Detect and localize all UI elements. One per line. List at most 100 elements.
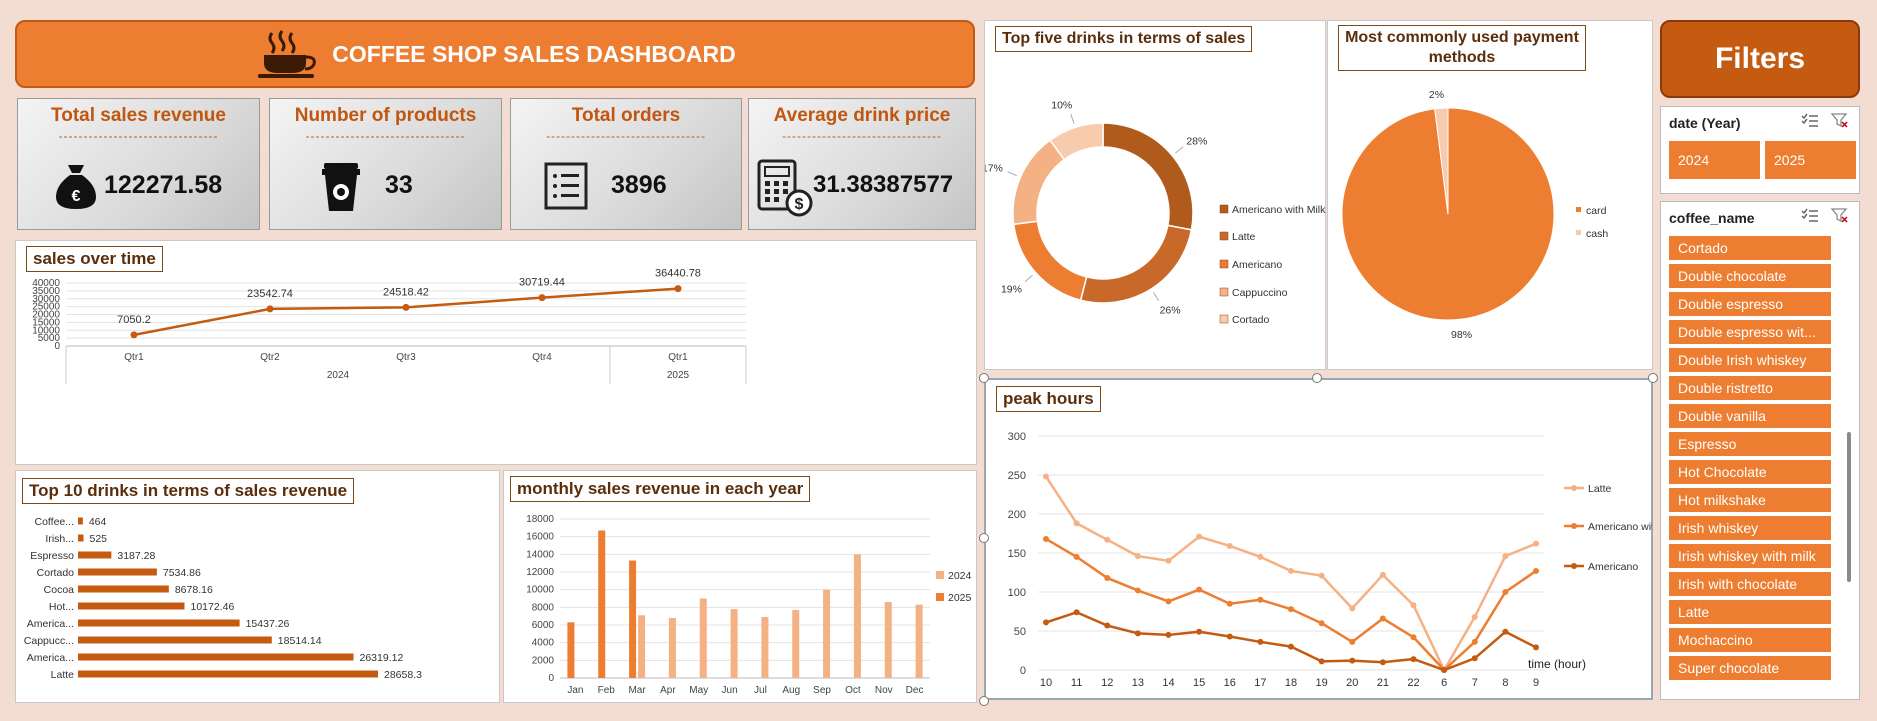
data-label: 30719.44 bbox=[519, 277, 565, 289]
data-point bbox=[402, 303, 410, 311]
legend-swatch bbox=[1219, 314, 1229, 324]
chart-title: peak hours bbox=[996, 386, 1101, 412]
monthly-revenue-chart: 0 2000 4000 6000 8000 10000 12000 14000 16000 180… bbox=[526, 514, 972, 696]
x-tick-label: 10 bbox=[1040, 677, 1052, 689]
kpi-value: 31.38387577 bbox=[813, 171, 954, 198]
resize-handle-top-right[interactable] bbox=[1648, 373, 1658, 383]
data-point bbox=[1043, 535, 1049, 542]
slicer-item[interactable]: Espresso bbox=[1669, 432, 1831, 456]
data-point bbox=[1502, 628, 1509, 635]
slicer-item[interactable]: Latte bbox=[1669, 600, 1831, 624]
kpi-value: 3896 bbox=[611, 171, 667, 199]
clear-filter-icon[interactable] bbox=[1831, 113, 1849, 129]
donut-slice bbox=[1079, 224, 1193, 304]
bar bbox=[668, 617, 676, 678]
slicer-item-2024[interactable]: 2024 bbox=[1669, 141, 1760, 179]
data-point bbox=[1441, 667, 1448, 673]
resize-handle-top[interactable] bbox=[1312, 373, 1322, 383]
data-point bbox=[1165, 557, 1172, 564]
slicer-item[interactable]: Double ristretto bbox=[1669, 376, 1831, 400]
data-label: 26% bbox=[1160, 304, 1181, 316]
chart-title: Top 10 drinks in terms of sales revenue bbox=[22, 478, 355, 504]
slicer-item[interactable]: Irish with chocolate bbox=[1669, 572, 1831, 596]
data-point bbox=[1134, 630, 1141, 637]
slicer-item[interactable]: Double espresso wit... bbox=[1669, 320, 1831, 344]
legend-label: cash bbox=[1586, 228, 1608, 240]
bar bbox=[78, 534, 84, 542]
slicer-item[interactable]: Cortado bbox=[1669, 236, 1831, 260]
chart-title: Most commonly used payment methods bbox=[1338, 25, 1586, 71]
kpi-average-drink-price: Average drink price --------------------… bbox=[748, 98, 976, 230]
multi-select-icon[interactable] bbox=[1801, 208, 1819, 224]
data-point bbox=[1533, 567, 1539, 574]
slicer-item[interactable]: Hot milkshake bbox=[1669, 488, 1831, 512]
data-label: 3187.28 bbox=[117, 550, 155, 562]
kpi-number-of-products: Number of products ---------------------… bbox=[269, 98, 502, 230]
takeaway-cup-icon bbox=[322, 163, 360, 211]
data-label: 2% bbox=[1429, 89, 1444, 101]
data-point bbox=[1379, 571, 1386, 578]
y-tick-label: 16000 bbox=[526, 532, 554, 543]
multi-select-icon[interactable] bbox=[1801, 113, 1819, 129]
y-tick-label: 300 bbox=[1008, 431, 1026, 443]
data-point bbox=[1226, 600, 1233, 607]
data-label: 10172.46 bbox=[190, 601, 234, 613]
y-tick-label: Irish... bbox=[45, 533, 74, 545]
slicer-item[interactable]: Double vanilla bbox=[1669, 404, 1831, 428]
legend-label: 2025 bbox=[948, 592, 972, 604]
y-tick-label: 40000 bbox=[32, 278, 60, 289]
data-point bbox=[1288, 567, 1294, 574]
bar bbox=[78, 619, 240, 627]
data-point bbox=[1165, 598, 1172, 605]
y-tick-label: America... bbox=[27, 652, 74, 664]
data-label: 36440.78 bbox=[655, 268, 701, 280]
y-tick-label: 18000 bbox=[526, 514, 554, 525]
data-point bbox=[1349, 605, 1356, 612]
data-point bbox=[266, 305, 274, 313]
slicer-scrollbar[interactable] bbox=[1847, 432, 1851, 582]
data-point bbox=[1165, 631, 1172, 638]
data-point bbox=[1318, 658, 1325, 665]
x-tick-label: 18 bbox=[1285, 677, 1297, 689]
slicer-item[interactable]: Super chocolate bbox=[1669, 656, 1831, 680]
slicer-item[interactable]: Double chocolate bbox=[1669, 264, 1831, 288]
resize-handle-top-left[interactable] bbox=[979, 373, 989, 383]
slicer-item[interactable]: Double Irish whiskey bbox=[1669, 348, 1831, 372]
legend-label: 2024 bbox=[948, 570, 972, 582]
resize-handle-bottom-left[interactable] bbox=[979, 696, 989, 706]
slicer-item[interactable]: Hot Chocolate bbox=[1669, 460, 1831, 484]
slicer-item[interactable]: Double espresso bbox=[1669, 292, 1831, 316]
resize-handle-left[interactable] bbox=[979, 533, 989, 543]
data-point bbox=[1134, 553, 1141, 560]
dashboard-title: COFFEE SHOP SALES DASHBOARD bbox=[332, 40, 736, 67]
x-tick-label: Mar bbox=[628, 685, 646, 696]
data-point bbox=[1318, 620, 1325, 627]
data-point bbox=[130, 331, 138, 339]
data-label: 8678.16 bbox=[175, 584, 213, 596]
data-label: 525 bbox=[89, 533, 107, 545]
legend-label: card bbox=[1586, 205, 1607, 217]
data-point bbox=[1471, 638, 1478, 645]
data-point bbox=[1257, 596, 1264, 603]
x-tick-label: Qtr1 bbox=[668, 352, 688, 363]
slicer-item[interactable]: Irish whiskey bbox=[1669, 516, 1831, 540]
x-tick-label: 14 bbox=[1162, 677, 1174, 689]
dashboard-header: COFFEE SHOP SALES DASHBOARD bbox=[15, 20, 975, 88]
x-tick-label: Qtr2 bbox=[260, 352, 280, 363]
peak-hours-panel[interactable]: peak hours 0 50 100 150 200 250 300 10 11 12 13 14 1… bbox=[984, 378, 1653, 700]
y-tick-label: Espresso bbox=[30, 550, 74, 562]
kpi-divider: -------------------------------- bbox=[58, 129, 219, 143]
data-point bbox=[1349, 657, 1356, 664]
clear-filter-icon[interactable] bbox=[1831, 208, 1849, 224]
data-point bbox=[1379, 615, 1386, 622]
data-label: 7534.86 bbox=[163, 567, 201, 579]
data-point bbox=[1257, 553, 1264, 560]
data-point bbox=[1196, 586, 1203, 593]
x-tick-label: Qtr3 bbox=[396, 352, 416, 363]
kpi-divider: -------------------------------- bbox=[782, 129, 942, 143]
slicer-item[interactable]: Irish whiskey with milk bbox=[1669, 544, 1831, 568]
x-tick-label: Jul bbox=[754, 685, 767, 696]
slicer-item-2025[interactable]: 2025 bbox=[1765, 141, 1856, 179]
slicer-item[interactable]: Mochaccino bbox=[1669, 628, 1831, 652]
data-point bbox=[1257, 638, 1264, 645]
